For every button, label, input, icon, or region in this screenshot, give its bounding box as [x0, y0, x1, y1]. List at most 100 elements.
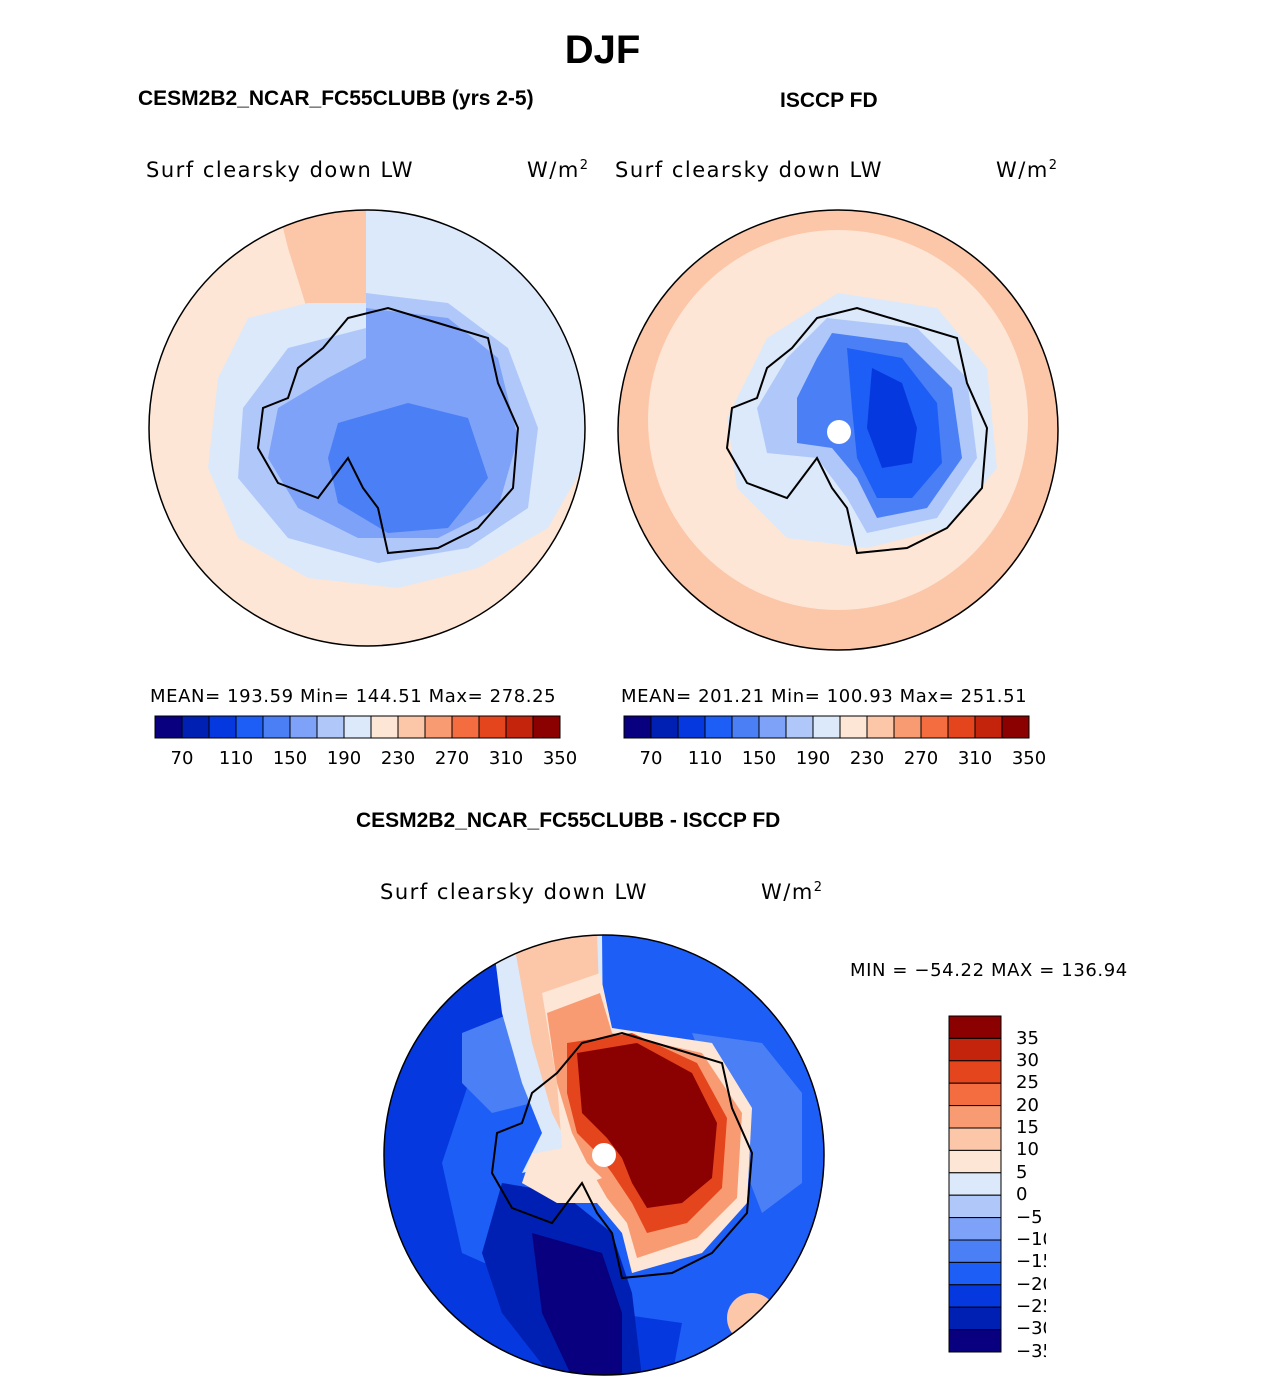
- left-stats: MEAN= 193.59 Min= 144.51 Max= 278.25: [150, 686, 557, 707]
- right-colorbar-label: 350: [1012, 748, 1046, 769]
- left-colorbar-box: [343, 715, 372, 739]
- diff-warm-core: [577, 1043, 717, 1208]
- diff-colorbar-label: −15: [1016, 1251, 1046, 1272]
- right-colorbar-box: [974, 715, 1003, 739]
- diff-colorbar-label: −10: [1016, 1229, 1046, 1250]
- diff-colorbar-box: [948, 1060, 1002, 1084]
- left-colorbar-box: [208, 715, 237, 739]
- diff-colorbar-label: 0: [1016, 1184, 1027, 1205]
- left-polar-map: [148, 209, 586, 647]
- right-pole-hole: [827, 420, 851, 444]
- diff-colorbar-box: [948, 1015, 1002, 1039]
- right-colorbar-box: [731, 715, 760, 739]
- left-colorbar-box: [424, 715, 453, 739]
- left-colorbar-box: [262, 715, 291, 739]
- diff-colorbar-box: [948, 1284, 1002, 1308]
- right-map-border: [617, 209, 1059, 651]
- right-colorbar-box: [947, 715, 976, 739]
- left-colorbar-label: 70: [171, 748, 194, 769]
- diff-map-border: [383, 934, 825, 1376]
- left-colorbar-label: 310: [489, 748, 523, 769]
- left-panel-title: CESM2B2_NCAR_FC55CLUBB (yrs 2-5): [138, 87, 534, 110]
- left-colorbar-labels: 70 110 150 190 230 270 310 350: [171, 748, 578, 769]
- diff-colorbar-label: 15: [1016, 1117, 1039, 1138]
- left-colorbar: 70 110 150 190 230 270 310 350: [154, 715, 578, 769]
- diff-colorbar-label: −25: [1016, 1296, 1046, 1317]
- right-panel-title: ISCCP FD: [780, 89, 878, 112]
- left-colorbar-box: [235, 715, 264, 739]
- diff-colorbar-label: 20: [1016, 1095, 1039, 1116]
- left-colorbar-box: [397, 715, 426, 739]
- right-colorbar-labels: 70 110 150 190 230 270 310 350: [640, 748, 1047, 769]
- right-colorbar-box: [623, 715, 652, 739]
- diff-colorbar-box: [948, 1149, 1002, 1174]
- diff-colorbar-label: 25: [1016, 1072, 1039, 1093]
- right-variable-label: Surf clearsky down LW: [615, 158, 883, 182]
- diff-colorbar-box: [948, 1127, 1002, 1151]
- diff-colorbar-box: [948, 1082, 1002, 1107]
- left-colorbar-label: 270: [435, 748, 469, 769]
- left-contour-4: [328, 403, 488, 533]
- diff-colorbar-box: [948, 1194, 1002, 1219]
- right-colorbar-label: 230: [850, 748, 884, 769]
- left-colorbar-label: 230: [381, 748, 415, 769]
- diff-colorbar-box: [948, 1105, 1002, 1129]
- right-colorbar: 70 110 150 190 230 270 310 350: [623, 715, 1047, 769]
- diff-colorbar-box: [948, 1329, 1002, 1353]
- right-polar-map: [617, 209, 1059, 651]
- right-colorbar-box: [839, 715, 868, 739]
- diff-colorbar-box: [948, 1239, 1002, 1263]
- left-colorbar-box: [181, 715, 210, 739]
- right-colorbar-label: 270: [904, 748, 938, 769]
- left-colorbar-box: [451, 715, 480, 739]
- right-colorbar-box: [893, 715, 922, 739]
- diff-cold-contour-1: [384, 935, 682, 1375]
- diff-colorbar-labels: 35 30 25 20 15 10 5 0 −5 −10 −15 −20 −25…: [1016, 1028, 1046, 1362]
- right-colorbar-box: [704, 715, 733, 739]
- left-colorbar-box: [154, 715, 183, 739]
- right-colorbar-box: [650, 715, 679, 739]
- right-colorbar-label: 70: [640, 748, 663, 769]
- diff-colorbar-box: [948, 1261, 1002, 1286]
- left-colorbar-box: [289, 715, 318, 739]
- diff-cold-contour-3: [532, 1233, 622, 1375]
- left-colorbar-box: [505, 715, 534, 739]
- right-colorbar-label: 190: [796, 748, 830, 769]
- diff-colorbar-box: [948, 1306, 1002, 1331]
- right-colorbar-label: 110: [688, 748, 722, 769]
- right-units-label: W/m2: [996, 158, 1059, 182]
- diff-units-label: W/m2: [761, 880, 824, 904]
- left-colorbar-box: [316, 715, 345, 739]
- diff-colorbar-label: 10: [1016, 1139, 1039, 1160]
- diff-colorbar-label: −5: [1016, 1207, 1043, 1228]
- right-colorbar-box: [758, 715, 787, 739]
- right-stats: MEAN= 201.21 Min= 100.93 Max= 251.51: [621, 686, 1028, 707]
- diff-colorbar-label: −20: [1016, 1274, 1046, 1295]
- diff-pole-hole: [592, 1143, 616, 1167]
- diff-panel-title: CESM2B2_NCAR_FC55CLUBB - ISCCP FD: [356, 809, 781, 832]
- left-colorbar-boxes: [154, 715, 561, 739]
- right-colorbar-box: [866, 715, 895, 739]
- diff-colorbar-boxes: [948, 1015, 1002, 1353]
- diff-colorbar-label: −35: [1016, 1341, 1046, 1362]
- right-colorbar-label: 310: [958, 748, 992, 769]
- right-colorbar-box: [920, 715, 949, 739]
- diff-colorbar-box: [948, 1037, 1002, 1062]
- left-colorbar-label: 110: [219, 748, 253, 769]
- left-colorbar-label: 150: [273, 748, 307, 769]
- left-colorbar-box: [532, 715, 561, 739]
- diff-polar-map: [383, 934, 825, 1376]
- diff-colorbar-box: [948, 1217, 1002, 1241]
- left-variable-label: Surf clearsky down LW: [146, 158, 414, 182]
- figure-title: DJF: [564, 28, 641, 72]
- left-map-border: [148, 209, 586, 647]
- diff-colorbar: 35 30 25 20 15 10 5 0 −5 −10 −15 −20 −25…: [948, 1015, 1046, 1362]
- diff-colorbar-label: 30: [1016, 1050, 1039, 1071]
- left-colorbar-box: [478, 715, 507, 739]
- diff-colorbar-label: 35: [1016, 1028, 1039, 1049]
- left-units-label: W/m2: [527, 158, 590, 182]
- diff-antarctica-coastline: [490, 1031, 754, 1280]
- diff-variable-label: Surf clearsky down LW: [380, 880, 648, 904]
- left-colorbar-label: 350: [543, 748, 577, 769]
- right-colorbar-boxes: [623, 715, 1030, 739]
